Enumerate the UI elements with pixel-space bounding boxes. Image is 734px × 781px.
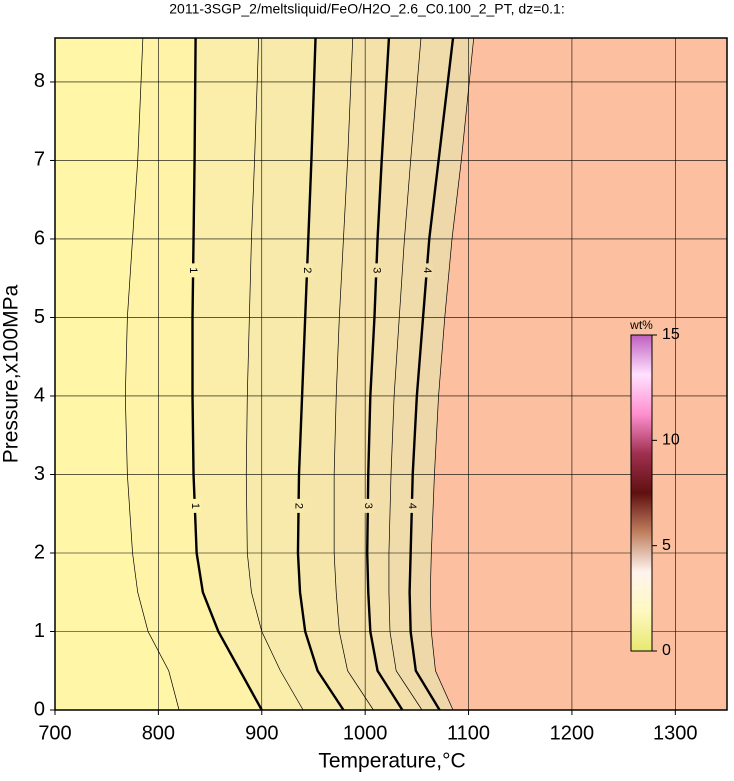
colorbar-label: wt% <box>629 318 653 332</box>
colorbar <box>630 334 653 652</box>
contour-label-bg <box>301 263 314 278</box>
x-axis-label: Temperature,°C <box>318 750 465 773</box>
contour-line <box>333 37 374 711</box>
colorbar-tick-label: 10 <box>662 432 680 449</box>
contour-label: 1 <box>187 267 199 273</box>
contour-fill <box>55 38 180 710</box>
contour-label: 4 <box>421 267 433 273</box>
y-tick-label: 0 <box>34 698 45 720</box>
colorbar-tick-label: 5 <box>662 537 671 554</box>
x-tick-label: 900 <box>245 722 278 744</box>
contour-line <box>366 37 404 711</box>
y-tick-label: 2 <box>34 541 45 563</box>
contour-label-bg <box>405 498 418 513</box>
contour-label-bg <box>361 498 374 513</box>
contour-line <box>408 37 455 711</box>
contour-line <box>388 37 423 711</box>
contour-line <box>191 37 263 711</box>
contour-label: 3 <box>362 503 374 509</box>
contour-label-bg <box>292 498 305 513</box>
contour-line <box>296 37 345 711</box>
x-tick-label: 800 <box>142 722 175 744</box>
y-tick-label: 3 <box>34 463 45 485</box>
y-tick-label: 6 <box>34 227 45 249</box>
y-tick-label: 4 <box>34 384 45 406</box>
contour-label-bg <box>187 263 200 278</box>
colorbar-tick-label: 15 <box>662 326 680 343</box>
contour-label: 2 <box>301 267 313 273</box>
x-tick-label: 700 <box>38 722 71 744</box>
contour-label-bg <box>420 263 433 278</box>
contour-line <box>124 37 180 711</box>
contour-label: 4 <box>406 503 418 509</box>
contour-label: 1 <box>189 503 201 509</box>
x-tick-label: 1300 <box>653 722 698 744</box>
y-tick-label: 8 <box>34 70 45 92</box>
plot-frame <box>54 37 728 711</box>
contour-label: 2 <box>293 503 305 509</box>
contour-line <box>429 37 475 711</box>
y-tick-label: 1 <box>34 620 45 642</box>
contour-label-bg <box>370 263 383 278</box>
colorbar-tick-label: 0 <box>662 642 671 659</box>
contour-label: 3 <box>370 267 382 273</box>
x-tick-label: 1000 <box>343 722 388 744</box>
x-tick-label: 1100 <box>447 722 490 744</box>
y-tick-label: 7 <box>34 149 45 171</box>
contour-label-bg <box>188 498 201 513</box>
x-tick-label: 1200 <box>550 722 595 744</box>
y-tick-label: 5 <box>34 306 45 328</box>
chart-title: 2011-3SGP_2/meltsliquid/FeO/H2O_2.6_C0.1… <box>169 1 564 17</box>
y-axis-label: Pressure,x100MPa <box>0 284 23 463</box>
contour-line <box>245 37 304 711</box>
